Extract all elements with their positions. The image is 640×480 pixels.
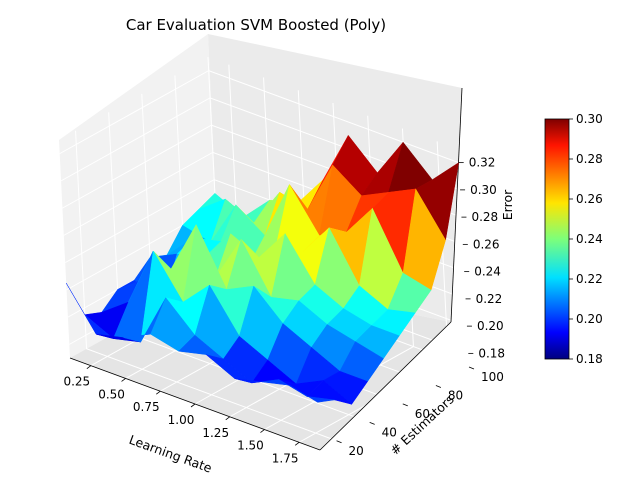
z-tick-label: 0.18 xyxy=(478,346,505,360)
colorbar: 0.18 0.20 0.22 0.24 0.26 0.28 0.30 xyxy=(544,112,603,366)
z-axis-line xyxy=(450,87,463,323)
z-gridline xyxy=(59,70,459,164)
colorbar-tick-label: 0.28 xyxy=(576,152,603,166)
x-ticks: 0.25 0.50 0.75 1.00 1.25 1.50 1.75 xyxy=(63,365,300,465)
colorbar-tick-label: 0.22 xyxy=(576,272,603,286)
colorbar-ticks: 0.18 0.20 0.22 0.24 0.26 0.28 0.30 xyxy=(569,112,603,366)
y-tick-label: 40 xyxy=(382,425,397,439)
y-tick-mark xyxy=(435,385,442,388)
z-gridline xyxy=(60,97,461,191)
chart-title: Car Evaluation SVM Boosted (Poly) xyxy=(126,16,386,34)
y-ticks: 20 40 60 80 100 xyxy=(336,366,504,458)
z-tick-label: 0.30 xyxy=(470,183,497,197)
x-tick-label: 0.25 xyxy=(63,375,90,389)
colorbar-tick-label: 0.30 xyxy=(576,112,603,126)
z-tick-label: 0.32 xyxy=(469,156,496,170)
y-tick-mark xyxy=(468,366,475,370)
z-tick-label: 0.20 xyxy=(477,319,504,333)
y-tick-mark xyxy=(336,440,342,444)
colorbar-tick-label: 0.18 xyxy=(576,352,603,366)
y-tick-label: 80 xyxy=(448,388,463,402)
x-tick-mark xyxy=(260,429,265,433)
x-tick-mark xyxy=(294,442,300,446)
x-tick-label: 1.00 xyxy=(168,413,195,427)
x-tick-mark xyxy=(86,365,92,369)
colorbar-gradient xyxy=(544,118,570,360)
surface xyxy=(65,134,460,405)
z-axis-label: Error xyxy=(500,189,515,220)
z-tick-label: 0.24 xyxy=(474,265,501,279)
x-tick-mark xyxy=(225,416,230,421)
z-tick-label: 0.26 xyxy=(473,237,500,251)
y-axis-line xyxy=(319,321,452,451)
colorbar-tick-label: 0.20 xyxy=(576,312,603,326)
z-ticks: 0.18 0.20 0.22 0.24 0.26 0.28 0.30 0.32 xyxy=(458,156,505,360)
x-tick-label: 1.50 xyxy=(237,439,264,453)
x-tick-mark xyxy=(156,390,161,395)
x-tick-label: 1.25 xyxy=(202,426,229,440)
colorbar-tick-label: 0.26 xyxy=(576,192,603,206)
x-tick-label: 1.75 xyxy=(272,451,299,465)
y-tick-label: 20 xyxy=(349,444,364,458)
z-tick-label: 0.28 xyxy=(471,210,498,224)
x-tick-mark xyxy=(190,403,196,408)
y-gridline xyxy=(75,130,337,442)
surface-face xyxy=(289,385,335,403)
x-tick-mark xyxy=(121,378,126,382)
x-axis-label: Learning Rate xyxy=(127,432,214,476)
y-tick-label: 60 xyxy=(415,407,430,421)
y-tick-label: 100 xyxy=(481,370,504,384)
z-tick-label: 0.22 xyxy=(476,292,503,306)
x-tick-label: 0.50 xyxy=(98,387,125,401)
y-tick-mark xyxy=(369,421,375,425)
x-tick-label: 0.75 xyxy=(133,400,160,414)
y-tick-mark xyxy=(402,403,408,407)
colorbar-tick-label: 0.24 xyxy=(576,232,603,246)
